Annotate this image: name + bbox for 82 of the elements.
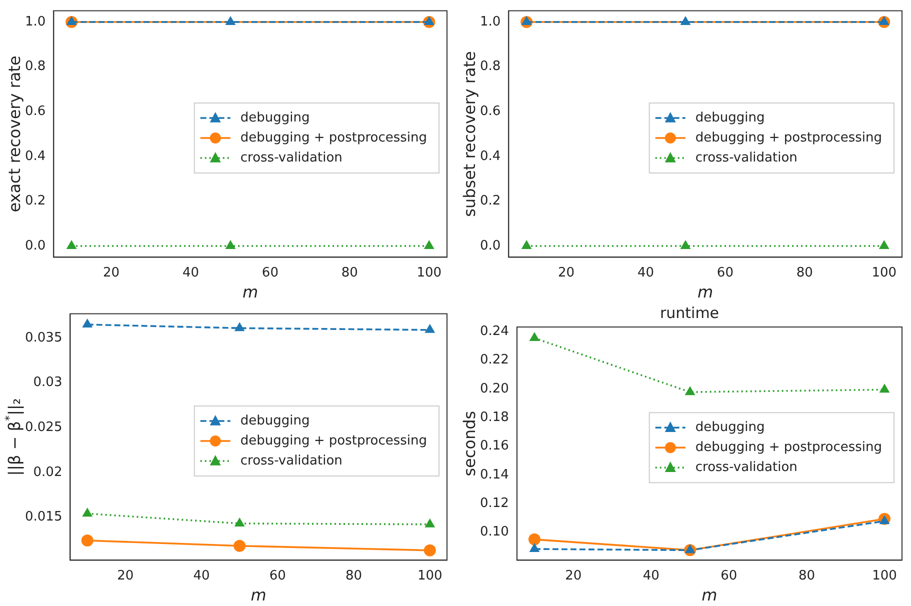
x-tick-label: 40: [637, 265, 654, 280]
y-tick-label: 0.22: [480, 352, 509, 368]
x-tick-label: 80: [341, 265, 358, 280]
x-tick-label: 80: [796, 265, 813, 280]
y-tick-label: 0.025: [25, 420, 62, 435]
x-tick-label: 20: [103, 265, 120, 280]
x-tick-label: 60: [262, 265, 278, 280]
y-tick-label: 1.0: [24, 14, 46, 30]
x-axis-title: m: [250, 586, 266, 605]
point: [684, 386, 696, 396]
legend-label: debugging: [695, 420, 765, 435]
point: [234, 540, 246, 552]
point: [879, 384, 890, 393]
y-axis-title: seconds: [460, 410, 480, 476]
legend-label: cross-validation: [240, 150, 342, 166]
x-tick-label: 100: [417, 568, 442, 584]
point: [424, 544, 436, 556]
y-tick-label: 0.20: [480, 381, 509, 396]
legend-label: cross-validation: [695, 460, 798, 475]
y-tick-label: 0.24: [480, 324, 509, 339]
y-tick-label: 0.0: [480, 238, 501, 254]
legend-label: debugging: [240, 110, 310, 126]
x-tick-label: 40: [193, 568, 210, 584]
point: [81, 534, 94, 546]
point: [879, 515, 890, 524]
x-tick-label: 20: [558, 265, 575, 280]
x-axis-title: m: [242, 282, 258, 302]
x-tick-label: 60: [720, 568, 738, 584]
legend-label: debugging: [695, 110, 765, 126]
x-axis-title: m: [702, 586, 718, 605]
y-tick-label: 0.4: [480, 148, 501, 164]
x-tick-label: 80: [798, 568, 815, 584]
legend-label: debugging + postprocessing: [240, 433, 427, 448]
point: [529, 543, 540, 552]
y-tick-label: 0.6: [24, 104, 46, 119]
y-tick-label: 0.03: [33, 375, 62, 390]
y-tick-label: 0.18: [480, 410, 509, 425]
y-axis-title: exact recovery rate: [5, 56, 24, 212]
y-tick-label: 0.2: [24, 194, 46, 209]
point: [684, 544, 696, 554]
chart-title: runtime: [660, 304, 720, 322]
x-tick-label: 100: [416, 265, 442, 280]
point: [528, 533, 540, 546]
y-tick-label: 0.015: [25, 510, 62, 525]
y-axis-title: subset recovery rate: [460, 51, 480, 217]
y-tick-label: 0.10: [480, 524, 509, 540]
x-tick-label: 40: [182, 265, 200, 280]
x-tick-label: 60: [716, 265, 734, 280]
x-tick-label: 20: [565, 568, 582, 584]
point: [424, 324, 436, 333]
y-tick-label: 0.0: [24, 238, 46, 254]
point: [234, 322, 245, 332]
y-tick-label: 0.4: [24, 148, 46, 164]
y-axis-title: ||β − β*||₂: [2, 398, 24, 476]
legend-label: cross-validation: [695, 150, 798, 166]
point: [82, 508, 93, 517]
x-tick-label: 100: [872, 265, 897, 280]
point: [529, 332, 540, 342]
point: [234, 517, 245, 526]
y-tick-label: 0.8: [480, 59, 501, 74]
legend-label: debugging + postprocessing: [695, 130, 882, 146]
legend-label: cross-validation: [240, 453, 342, 468]
x-axis-title: m: [698, 282, 714, 302]
y-tick-label: 0.8: [24, 59, 46, 74]
legend-label: debugging + postprocessing: [695, 440, 882, 455]
y-tick-label: 0.12: [480, 496, 509, 511]
y-tick-label: 0.2: [480, 194, 501, 209]
y-tick-label: 0.035: [25, 330, 62, 346]
y-tick-label: 0.16: [480, 438, 509, 454]
point: [424, 518, 436, 528]
x-tick-label: 100: [872, 568, 897, 584]
point: [82, 318, 93, 328]
y-tick-label: 0.14: [480, 467, 509, 482]
x-tick-label: 60: [269, 568, 286, 584]
x-tick-label: 20: [117, 568, 134, 584]
x-tick-label: 80: [345, 568, 362, 584]
legend-label: debugging + postprocessing: [240, 130, 427, 146]
x-tick-label: 40: [642, 568, 660, 584]
legend-label: debugging: [240, 413, 310, 428]
y-tick-label: 0.02: [33, 464, 62, 480]
y-tick-label: 0.6: [480, 104, 501, 119]
y-tick-label: 1.0: [480, 14, 501, 30]
